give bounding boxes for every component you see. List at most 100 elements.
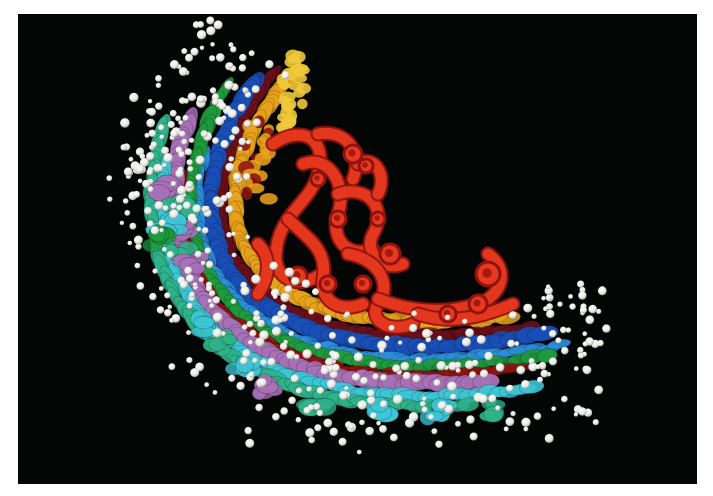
white-cell	[332, 363, 340, 372]
white-cell	[227, 109, 237, 119]
white-cell	[236, 381, 245, 391]
white-cell	[220, 331, 226, 337]
white-cell	[469, 371, 477, 379]
red-vesicle-lumen	[333, 214, 341, 222]
white-cell	[228, 374, 236, 382]
white-cell	[328, 332, 337, 340]
white-cell	[146, 118, 156, 128]
white-cell	[569, 303, 576, 310]
white-cell	[465, 328, 474, 338]
white-cell	[412, 374, 421, 383]
white-cell	[158, 286, 164, 291]
white-cell	[184, 148, 192, 156]
white-cell	[224, 80, 234, 90]
white-cell	[388, 324, 395, 331]
white-cell	[288, 331, 294, 337]
white-cell	[169, 60, 179, 69]
white-cell	[146, 220, 154, 228]
white-cell	[421, 406, 428, 413]
white-cell	[218, 102, 227, 110]
lobe-cell	[147, 184, 171, 202]
white-cell	[196, 95, 205, 103]
white-cell	[227, 62, 234, 69]
red-tubule	[412, 298, 519, 325]
cell-bands	[141, 49, 572, 426]
white-cell	[190, 368, 200, 378]
white-cell	[260, 359, 267, 366]
white-cell	[183, 201, 191, 210]
white-cell	[170, 181, 177, 187]
red-tubule	[252, 238, 273, 300]
white-cell	[503, 426, 509, 432]
white-cell	[565, 327, 572, 333]
white-cell	[357, 400, 367, 410]
white-cell	[326, 379, 336, 389]
white-cell	[186, 330, 192, 336]
white-cell	[231, 252, 237, 258]
white-cell	[255, 403, 263, 412]
blue-band-cell	[526, 325, 559, 342]
white-cell	[190, 217, 198, 225]
white-cell	[528, 358, 535, 364]
red-vesicle-lumen	[358, 279, 366, 287]
white-cell	[238, 137, 247, 146]
white-cell	[428, 414, 434, 420]
white-cell	[367, 396, 376, 405]
white-cell	[302, 349, 312, 359]
white-cell	[152, 268, 158, 274]
white-cell	[301, 279, 311, 288]
white-cell	[462, 318, 468, 325]
white-cell	[225, 162, 235, 172]
white-cell	[225, 191, 233, 199]
white-cell	[146, 168, 153, 176]
white-cell	[186, 303, 193, 309]
white-cell	[162, 205, 169, 212]
white-cell	[379, 425, 387, 433]
white-cell	[484, 351, 493, 361]
white-cell	[161, 146, 170, 155]
white-cell	[122, 198, 129, 204]
white-cell	[106, 175, 113, 182]
white-cell	[348, 424, 355, 430]
white-cell	[127, 240, 133, 246]
white-cell	[380, 400, 388, 408]
white-cell	[422, 328, 432, 339]
red-vesicle-lumen	[473, 299, 481, 307]
lobe-cell	[424, 410, 444, 422]
white-cell	[294, 354, 300, 360]
white-cell	[582, 341, 588, 347]
white-cell	[176, 204, 183, 211]
white-cell	[578, 407, 587, 416]
white-cell	[248, 50, 255, 57]
white-cell	[295, 387, 303, 394]
white-cell	[182, 115, 189, 121]
white-cell	[582, 365, 592, 375]
white-cell	[258, 378, 267, 387]
white-cell	[352, 372, 361, 382]
white-cell	[417, 342, 427, 352]
white-cell	[133, 190, 140, 198]
white-cell	[251, 85, 260, 94]
white-cell	[431, 428, 438, 435]
white-cell	[272, 294, 278, 300]
white-cell	[528, 362, 538, 372]
white-cell	[450, 393, 457, 400]
white-cell	[506, 384, 514, 392]
white-cell	[136, 282, 145, 290]
white-cell	[507, 339, 515, 348]
white-cell	[159, 134, 165, 140]
white-cell	[178, 120, 183, 125]
red-vesicle-lumen	[293, 271, 301, 279]
white-cell	[253, 314, 261, 322]
white-cell	[231, 126, 240, 135]
white-cell	[365, 426, 375, 436]
gold-cell	[259, 193, 278, 205]
white-cell	[568, 294, 573, 299]
white-cell	[192, 282, 198, 287]
white-cell	[239, 53, 247, 62]
white-cell	[186, 357, 193, 364]
white-cell	[159, 228, 164, 233]
white-cell	[212, 196, 222, 206]
white-cell	[204, 205, 210, 212]
white-cell	[146, 152, 155, 161]
